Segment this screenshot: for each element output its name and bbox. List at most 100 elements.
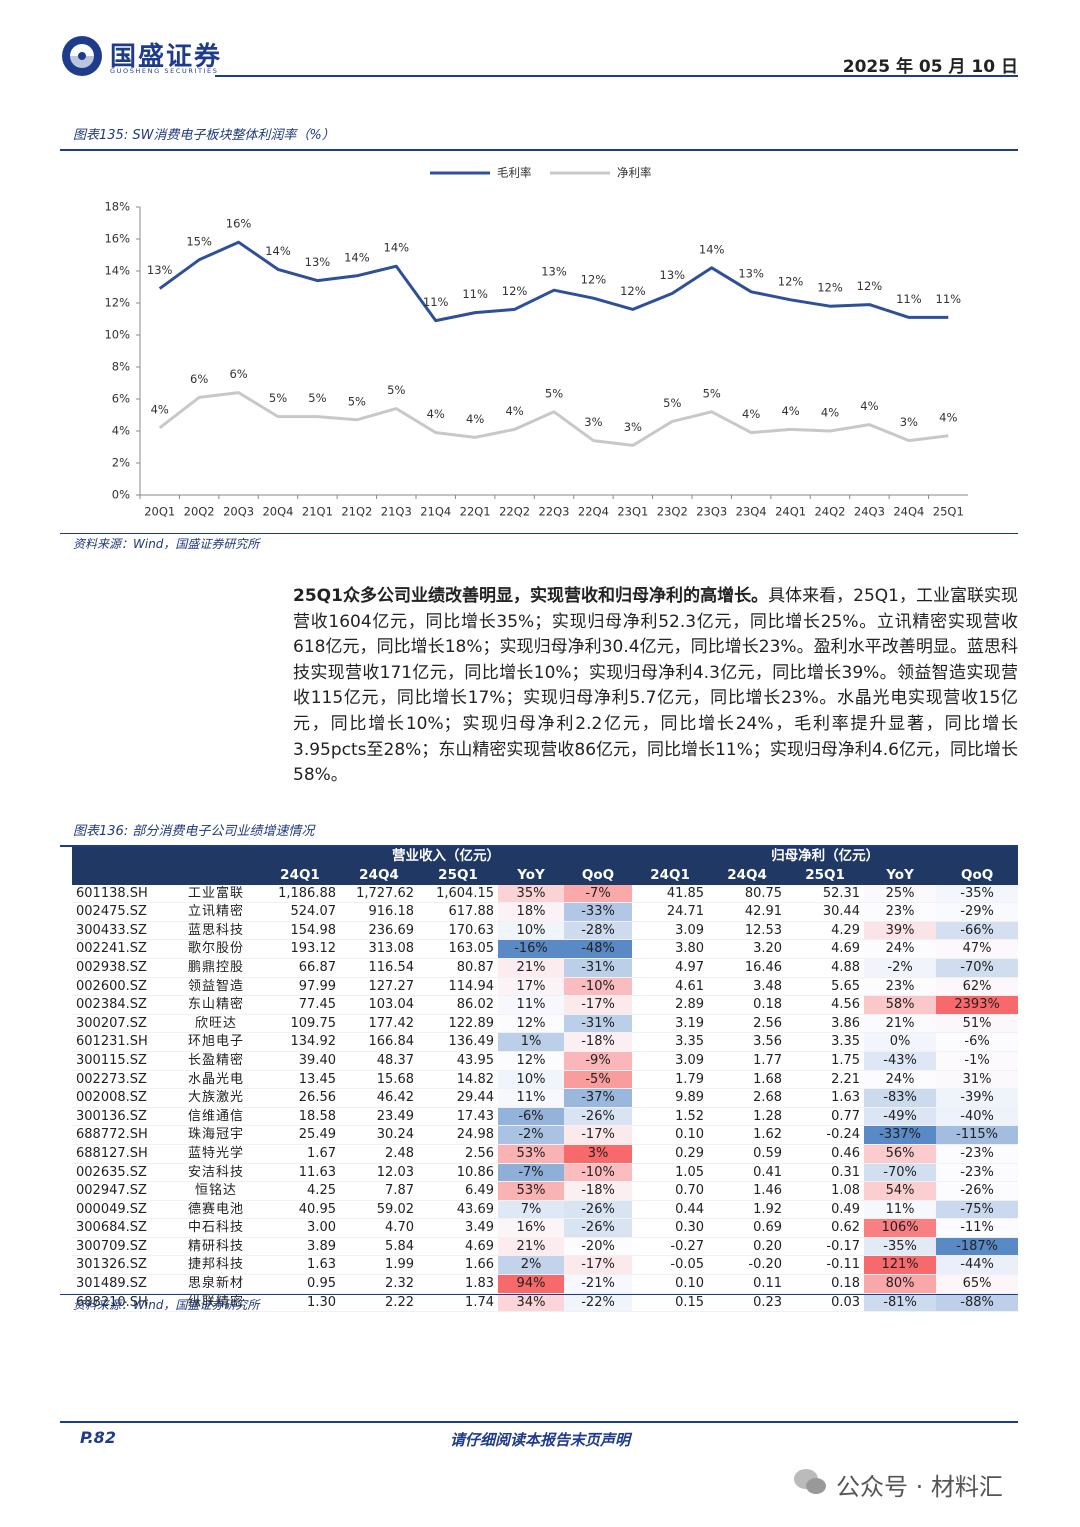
value-cell: 1.83 <box>465 1276 494 1292</box>
value-cell: 0.30 <box>675 1220 705 1236</box>
value-cell: 2.89 <box>675 997 705 1013</box>
footer-notice: 请仔细阅读本报告末页声明 <box>449 1431 630 1449</box>
value-cell: 4.69 <box>465 1238 494 1254</box>
growth-cell: -75% <box>936 1200 1019 1219</box>
growth-cell: -29% <box>936 902 1019 922</box>
growth-cell: -17% <box>564 1125 633 1145</box>
value-cell: 1.99 <box>385 1257 414 1273</box>
data-label: 4% <box>781 404 799 418</box>
x-tick-label: 22Q1 <box>460 505 491 519</box>
growth-cell: -10% <box>564 1163 633 1182</box>
data-label: 5% <box>387 383 405 397</box>
y-tick-label: 18% <box>104 200 130 214</box>
growth-cell: 34% <box>498 1293 564 1312</box>
x-tick-label: 25Q1 <box>933 505 964 519</box>
growth-cell: -40% <box>936 1107 1019 1126</box>
name-cell: 捷邦科技 <box>187 1257 244 1273</box>
name-cell: 珠海冠宇 <box>187 1127 244 1143</box>
value-cell: 2.48 <box>385 1145 414 1161</box>
y-tick-label: 16% <box>104 232 130 246</box>
value-cell: 1.77 <box>753 1052 783 1068</box>
value-cell: 617.88 <box>448 904 495 920</box>
value-cell: 3.09 <box>675 1052 705 1068</box>
growth-cell: -5% <box>564 1070 633 1089</box>
value-cell: 0.10 <box>675 1127 705 1143</box>
name-cell: 东山精密 <box>187 997 244 1013</box>
growth-cell: 25% <box>864 884 937 903</box>
table-row: 601138.SH 工业富联 1,186.88 1,727.62 1,604.15 35%… <box>72 884 1019 903</box>
value-cell: 109.75 <box>290 1015 337 1031</box>
name-cell: 长盈精密 <box>187 1052 244 1068</box>
value-cell: 1.74 <box>465 1294 494 1310</box>
wechat-icon <box>794 1469 826 1494</box>
table-row: 002273.SZ 水晶光电 13.45 15.68 14.82 10% -5% 1.79 1.… <box>72 1070 1019 1089</box>
value-cell: 59.02 <box>376 1201 414 1217</box>
value-cell: 10.86 <box>456 1164 494 1180</box>
value-cell: 80.75 <box>744 885 783 901</box>
x-tick-label: 23Q4 <box>736 505 767 519</box>
growth-cell: -23% <box>936 1144 1019 1163</box>
value-cell: 114.94 <box>448 978 495 994</box>
growth-cell: 10% <box>498 1070 564 1089</box>
value-cell: 524.07 <box>290 904 337 920</box>
value-cell: 4.25 <box>307 1183 336 1199</box>
value-cell: 163.05 <box>448 941 495 957</box>
value-cell: 25.49 <box>298 1127 336 1143</box>
value-cell: 0.18 <box>753 997 783 1013</box>
name-cell: 立讯精密 <box>187 904 244 920</box>
value-cell: 4.56 <box>831 997 861 1013</box>
table-row: 688127.SH 蓝特光学 1.67 2.48 2.56 53% 3% 0.29 0.59 0.… <box>72 1144 1019 1163</box>
growth-cell: -17% <box>564 995 633 1015</box>
data-label: 4% <box>860 399 878 413</box>
value-cell: 236.69 <box>368 922 415 938</box>
column-header: QoQ <box>936 867 1019 885</box>
data-label: 4% <box>742 407 760 421</box>
value-cell: 1.46 <box>753 1183 783 1199</box>
data-label: 13% <box>305 255 331 269</box>
name-cell: 水晶光电 <box>187 1071 244 1087</box>
table-row: 300115.SZ 长盈精密 39.40 48.37 43.95 12% -9% 3.09 1.… <box>72 1051 1019 1071</box>
table-row: 300709.SZ 精研科技 3.89 5.84 4.69 21% -20% -0.27 0.2… <box>72 1237 1019 1256</box>
data-label: 11% <box>462 287 488 301</box>
growth-cell: 54% <box>864 1181 937 1201</box>
source-rule <box>60 1294 1018 1295</box>
growth-cell: 23% <box>864 902 937 922</box>
growth-cell: -88% <box>936 1293 1019 1312</box>
header-rule <box>215 75 1018 77</box>
name-cell: 纵联精密 <box>187 1294 244 1310</box>
value-cell: 0.20 <box>753 1238 783 1254</box>
name-cell: 欣旺达 <box>194 1015 237 1031</box>
value-cell: 3.19 <box>675 1015 705 1031</box>
value-cell: 66.87 <box>298 959 336 975</box>
growth-cell: 80% <box>864 1274 937 1294</box>
x-tick-label: 22Q4 <box>578 505 609 519</box>
growth-cell: -43% <box>864 1051 937 1071</box>
source-rule <box>60 533 1018 534</box>
value-cell: 3.80 <box>675 941 705 957</box>
value-cell: 12.03 <box>376 1164 414 1180</box>
y-tick-label: 10% <box>104 328 130 342</box>
growth-cell: -49% <box>864 1107 937 1126</box>
data-label: 12% <box>502 284 528 298</box>
value-cell: 0.31 <box>831 1164 861 1180</box>
data-label: 3% <box>584 415 602 429</box>
code-cell: 002600.SZ <box>76 978 147 994</box>
value-cell: 16.46 <box>744 959 783 975</box>
value-cell: 15.68 <box>376 1071 414 1087</box>
value-cell: 916.18 <box>368 904 415 920</box>
growth-cell: -81% <box>864 1293 937 1312</box>
table-row: 300207.SZ 欣旺达 109.75 177.42 122.89 12% -31% 3.1… <box>72 1014 1019 1033</box>
value-cell: 4.88 <box>831 959 861 975</box>
lead-sentence: 25Q1众多公司业绩改善明显，实现营收和归母净利的高增长。 <box>293 586 769 606</box>
x-tick-label: 21Q1 <box>302 505 333 519</box>
value-cell: 0.77 <box>831 1108 861 1124</box>
value-cell: 17.43 <box>456 1108 494 1124</box>
growth-cell: -16% <box>498 939 564 959</box>
value-cell: 193.12 <box>290 941 337 957</box>
growth-cell: -48% <box>564 939 633 959</box>
header-group-row: 营业收入（亿元） 归母净利（亿元） <box>72 847 1019 867</box>
data-label: 4% <box>821 406 839 420</box>
growth-cell: -2% <box>498 1125 564 1145</box>
value-cell: 170.63 <box>448 922 495 938</box>
